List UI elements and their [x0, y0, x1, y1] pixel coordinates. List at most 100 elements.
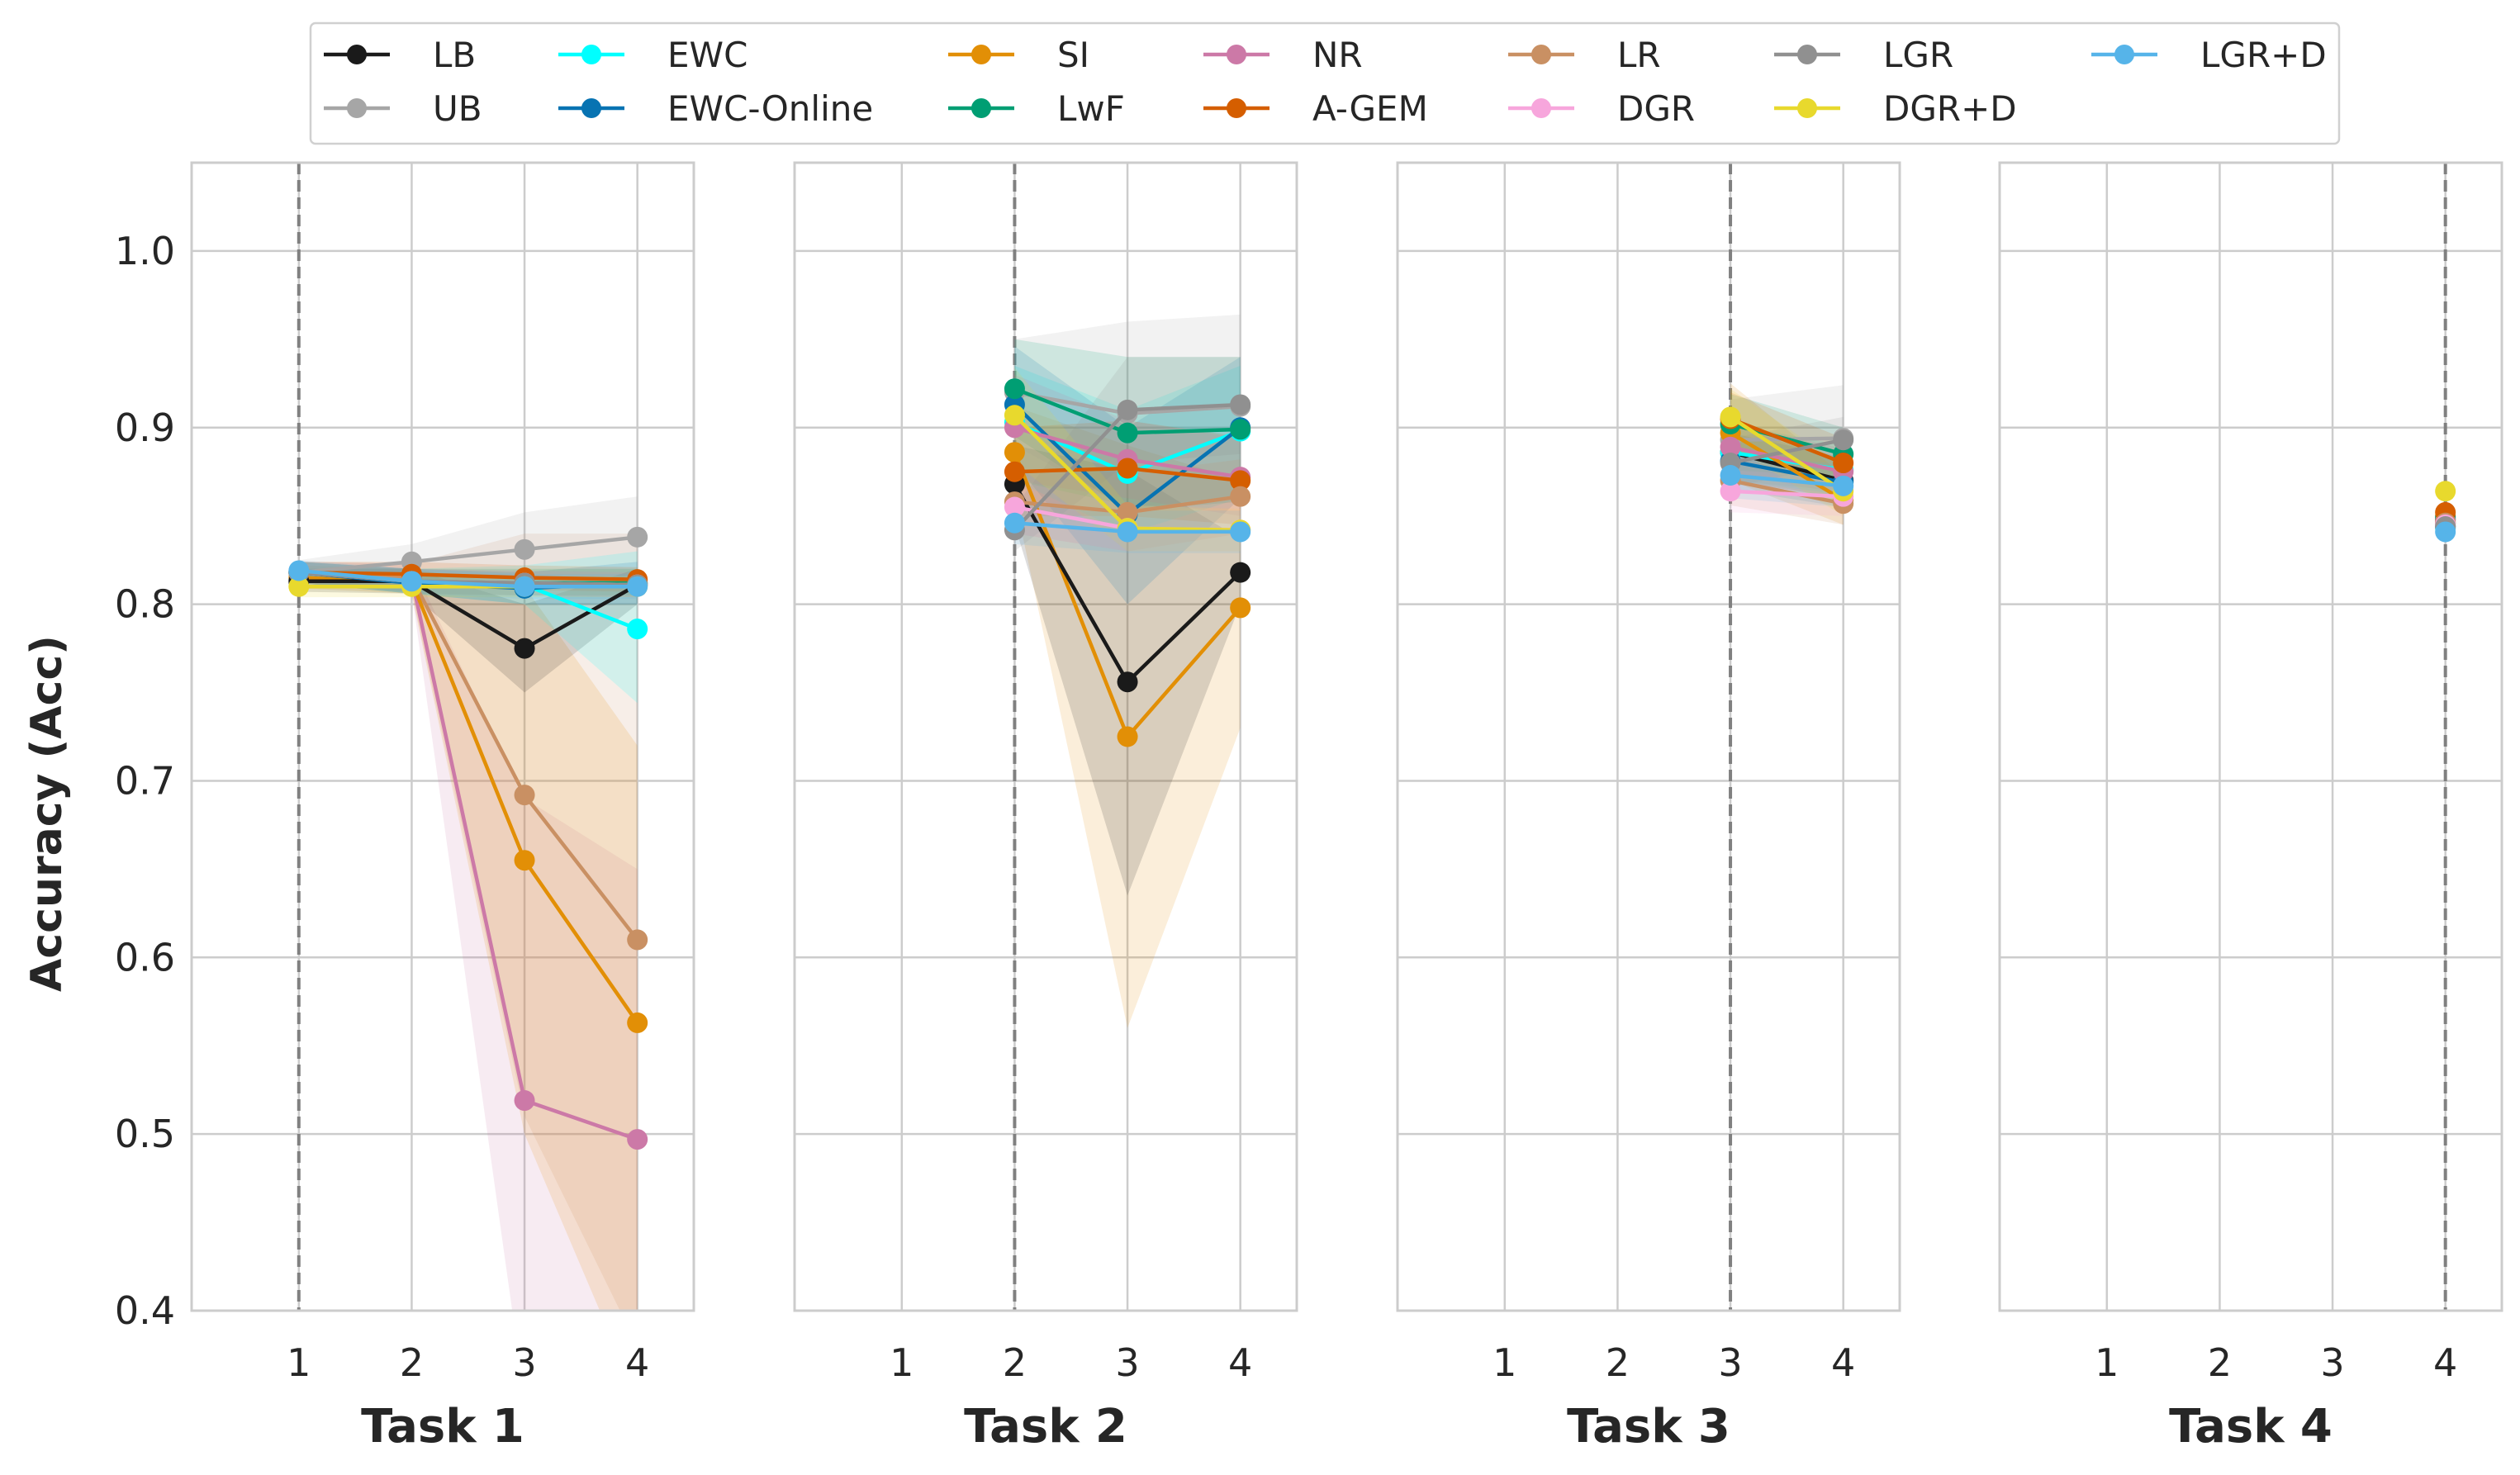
y-tick-label: 0.7 [115, 758, 175, 803]
legend-item-lr: LR [1508, 35, 1661, 75]
line-lgr [1730, 438, 1844, 465]
series-layer [288, 496, 648, 1311]
line-ub [298, 535, 638, 575]
line-a-gem [298, 570, 638, 581]
point-si-x3 [1117, 726, 1138, 747]
x-tick-label: 2 [400, 1340, 424, 1385]
point-lgr-d-x3 [1720, 465, 1741, 486]
line-dgr [1730, 489, 1844, 499]
panel-title: Task 4 [2169, 1400, 2333, 1454]
x-tick-label: 3 [512, 1340, 536, 1385]
point-lr-x4 [1230, 486, 1251, 507]
legend-marker [1227, 45, 1246, 64]
series-layer [1004, 314, 1251, 1028]
legend-marker [1531, 98, 1551, 118]
panel-title: Task 3 [1567, 1400, 1730, 1454]
series-layer [2435, 481, 2456, 543]
y-tick-label: 0.9 [115, 406, 175, 450]
legend-marker [2114, 45, 2134, 64]
band-lb [1014, 445, 1241, 896]
point-lwf-x4 [1230, 419, 1251, 440]
legend-label: SI [1057, 35, 1089, 75]
legend-marker [1797, 45, 1817, 64]
x-tick-label: 3 [2320, 1340, 2344, 1385]
point-si-x3 [514, 850, 535, 871]
panels: 1 2 3 4 Task 1 0.4 0.5 0.6 0.7 0.8 0.9 1.0 1 2 3 4 Task … [115, 161, 2503, 1454]
x-tick-label: 4 [625, 1340, 649, 1385]
legend-item-ewc: EWC [558, 35, 747, 75]
point-a-gem-x2 [1004, 461, 1025, 482]
legend-item-lwf: LwF [948, 88, 1125, 129]
point-nr-x3 [1720, 436, 1741, 458]
point-si-x2 [1004, 442, 1025, 463]
panel-frame [793, 161, 1298, 1312]
panel-frame [1998, 161, 2503, 1312]
x-tick-label: 1 [1493, 1340, 1516, 1385]
legend-item-nr: NR [1203, 35, 1363, 75]
y-tick-label: 0.8 [115, 582, 175, 627]
point-dgr-x3 [1720, 481, 1741, 502]
x-tick-label: 2 [2208, 1340, 2232, 1385]
panel-title: Task 2 [964, 1400, 1127, 1454]
legend-label: LGR [1883, 35, 1953, 75]
point-nr-x4 [627, 1129, 648, 1150]
legend-marker [1227, 98, 1246, 118]
legend-item-lgr: LGR [1774, 35, 1953, 75]
y-tick-label: 0.6 [115, 935, 175, 979]
legend-marker [1531, 45, 1551, 64]
panel-frame [1396, 161, 1901, 1312]
legend-label: LR [1617, 35, 1661, 75]
legend-label: EWC [667, 35, 747, 75]
line-si [1729, 431, 1844, 502]
point-nr-x3 [514, 1090, 535, 1112]
x-tick-label: 2 [1606, 1340, 1630, 1385]
y-tick-label: 1.0 [115, 229, 175, 273]
legend: LB UB EWC EWC-Online SI LwF NR A-GEM LR DGR LGR DGR… [309, 21, 2341, 145]
point-ub-x4 [627, 526, 648, 548]
legend-marker [347, 45, 367, 64]
legend-marker [581, 45, 601, 64]
legend-label: A-GEM [1312, 88, 1428, 129]
legend-item-ub: UB [324, 88, 482, 129]
legend-label: LGR+D [2200, 35, 2327, 75]
legend-item-ewc-online: EWC-Online [558, 88, 873, 129]
panel-task-3: 1 2 3 4 Task 3 [1396, 161, 1901, 1454]
legend-item-lgr-d: LGR+D [2091, 35, 2327, 75]
legend-item-lb: LB [324, 35, 476, 75]
panel-task-1: 1 2 3 4 Task 1 0.4 0.5 0.6 0.7 0.8 0.9 1.0 [115, 161, 695, 1454]
line-nr [1730, 445, 1844, 474]
y-axis-label: Accuracy (Acc) [22, 635, 72, 992]
legend-item-a-gem: A-GEM [1203, 88, 1428, 129]
point-lgr-x4 [1833, 429, 1854, 451]
point-si-x4 [1230, 597, 1251, 619]
legend-item-dgr: DGR [1508, 88, 1695, 129]
point-lb-x3 [1117, 671, 1138, 693]
legend-marker [1797, 98, 1817, 118]
point-dgr-x2 [1004, 496, 1025, 518]
legend-label: NR [1312, 35, 1363, 75]
legend-marker [971, 45, 991, 64]
point-lgr-d-x4 [627, 576, 648, 597]
line-dgr-d [1729, 415, 1844, 493]
point-lr-x3 [1117, 501, 1138, 523]
x-tick-label: 4 [2433, 1340, 2457, 1385]
band-lr [298, 534, 638, 1311]
y-tick-label: 0.5 [115, 1112, 175, 1156]
point-lgr-d-x4 [1833, 475, 1854, 496]
point-dgr-d-x4 [2435, 481, 2456, 502]
panel-title: Task 1 [361, 1400, 524, 1454]
x-tick-label: 4 [1228, 1340, 1252, 1385]
point-lgr-x3 [1117, 399, 1138, 420]
point-ewc-x4 [627, 619, 648, 640]
point-lr-x3 [514, 785, 535, 806]
point-a-gem-x3 [1117, 458, 1138, 479]
legend-label: LwF [1057, 88, 1125, 129]
point-dgr-d-x1 [288, 576, 310, 597]
y-tick-label: 0.4 [115, 1288, 175, 1333]
point-dgr-d-x3 [1720, 406, 1741, 428]
point-lgr-x4 [1230, 394, 1251, 415]
point-ub-x3 [514, 538, 535, 560]
point-lgr-d-x2 [401, 571, 422, 592]
point-lgr-d-x2 [1004, 512, 1025, 534]
